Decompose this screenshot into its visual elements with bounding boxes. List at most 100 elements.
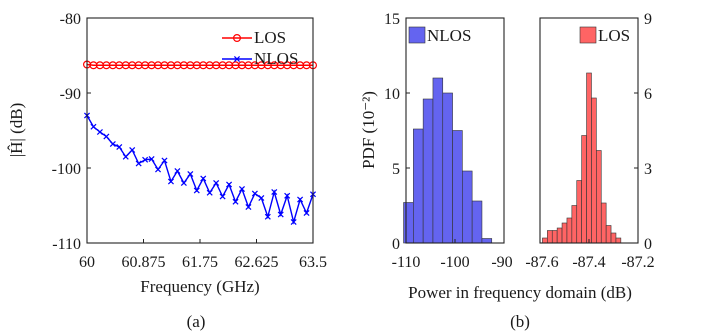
nlos-histogram-bar xyxy=(432,77,444,244)
panel-a-y-tick-label: -110 xyxy=(52,236,81,253)
panel-b-right-y-tick-label: 3 xyxy=(644,161,652,178)
nlos-point xyxy=(258,194,265,202)
nlos-histogram-bar xyxy=(471,200,483,244)
nlos-histogram-bar xyxy=(462,170,473,244)
los-histogram-bar xyxy=(547,230,553,244)
los-histogram-bar xyxy=(605,225,612,244)
panel-a-x-tick-label: 60 xyxy=(79,254,95,271)
panel-b-right-y-tick-label: 9 xyxy=(644,11,652,28)
panel-a-y-tick-label: -80 xyxy=(60,11,81,28)
panel-a-x-tick-label: 61.75 xyxy=(182,254,218,271)
los-histogram-bar xyxy=(561,222,568,244)
panel-a-x-tick-label: 60.875 xyxy=(122,254,166,271)
los-legend-label: LOS xyxy=(254,28,286,47)
panel-b-left-y-tick-label: 15 xyxy=(384,11,400,28)
panel-a-x-tick-label: 62.625 xyxy=(235,254,279,271)
nlos-point xyxy=(245,203,252,211)
panel-a-ticks: 60 60.875 61.75 62.625 63.5 -80 -90 -100 -110 xyxy=(52,11,327,271)
nlos-histogram-bar xyxy=(422,98,434,244)
nlos-point xyxy=(142,156,149,163)
los-histogram-bar xyxy=(596,150,602,244)
panel-b-left-y-tick-label: 5 xyxy=(392,161,400,178)
nlos-point xyxy=(226,181,233,188)
nlos-point xyxy=(180,179,187,187)
panel-a-x-axis-label: Frequency (GHz) xyxy=(140,277,259,296)
panel-b-x-tick-label: -90 xyxy=(491,254,512,271)
nlos-point xyxy=(277,211,284,218)
nlos-point xyxy=(167,178,174,185)
nlos-point xyxy=(232,198,239,205)
panel-a-y-tick-label: -100 xyxy=(52,161,81,178)
nlos-point xyxy=(174,167,181,175)
los-histogram-bar xyxy=(542,237,548,244)
nlos-point xyxy=(251,190,258,197)
panel-a-y-tick-label: -90 xyxy=(60,86,81,103)
nlos-point xyxy=(90,123,97,130)
los-histogram-bar xyxy=(576,180,582,244)
nlos-point xyxy=(187,170,194,178)
los-histogram-bar xyxy=(600,202,607,244)
panel-b-left-y-tick-label: 10 xyxy=(384,86,400,103)
los-histogram-bar xyxy=(586,72,592,244)
los-histogram-bar xyxy=(571,205,578,244)
panel-a: 60 60.875 61.75 62.625 63.5 -80 -90 -100 -110 LO… xyxy=(7,11,327,331)
nlos-point xyxy=(193,187,200,194)
nlos-point xyxy=(103,133,110,140)
nlos-legend-marker xyxy=(233,55,241,63)
nlos-point xyxy=(206,189,213,196)
los-legend-marker xyxy=(233,33,242,42)
los-histogram-bar xyxy=(591,97,597,244)
nlos-point xyxy=(109,140,116,148)
nlos-legend-label: NLOS xyxy=(254,49,298,68)
nlos-point xyxy=(290,218,297,226)
los-legend-label: LOS xyxy=(598,26,630,45)
los-histogram-bar xyxy=(566,217,573,244)
nlos-point xyxy=(148,155,155,163)
panel-b-x-tick-label: -87.6 xyxy=(525,254,558,271)
nlos-point xyxy=(116,143,123,151)
nlos-histogram xyxy=(403,77,493,244)
nlos-point xyxy=(122,153,129,160)
nlos-legend-label: NLOS xyxy=(427,26,471,45)
panel-a-plot-frame xyxy=(86,17,314,244)
nlos-histogram-bar xyxy=(481,238,493,244)
nlos-line xyxy=(86,115,314,225)
panel-b-right-y-tick-label: 0 xyxy=(644,236,652,253)
los-histogram-bar xyxy=(556,227,563,244)
panel-b-caption: (b) xyxy=(510,312,530,331)
los-histogram-bar xyxy=(610,232,617,244)
panel-b-x-tick-label: -87.4 xyxy=(572,254,605,271)
nlos-point xyxy=(200,175,207,182)
nlos-histogram-bar xyxy=(403,202,414,244)
panel-b-x-tick-label: -87.2 xyxy=(621,254,654,271)
los-histogram xyxy=(542,72,622,244)
nlos-histogram-bar xyxy=(413,128,424,244)
nlos-point xyxy=(155,166,162,173)
panel-b-x-tick-label: -100 xyxy=(440,254,469,271)
panel-b-x-tick-label: -110 xyxy=(392,254,421,271)
panel-b-legend: NLOS LOS xyxy=(408,26,630,45)
nlos-series xyxy=(83,112,317,226)
los-histogram-bar xyxy=(615,237,622,244)
panel-a-y-axis-label: |Ĥ| (dB) xyxy=(7,103,26,158)
nlos-point xyxy=(297,196,304,203)
panel-b-left-y-tick-label: 0 xyxy=(392,236,400,253)
panel-b-x-axis-label: Power in frequency domain (dB) xyxy=(408,283,632,302)
panel-b-right-y-tick-label: 6 xyxy=(644,86,652,103)
los-histogram-bar xyxy=(581,135,587,244)
panel-a-x-tick-label: 63.5 xyxy=(299,254,327,271)
nlos-histogram-bar xyxy=(452,130,463,244)
nlos-point xyxy=(271,188,278,196)
nlos-point xyxy=(213,179,220,187)
los-legend-swatch xyxy=(579,26,597,44)
nlos-point xyxy=(303,209,310,217)
los-series xyxy=(82,60,318,70)
nlos-histogram-bar xyxy=(442,92,453,244)
panel-a-caption: (a) xyxy=(187,312,206,331)
nlos-point xyxy=(161,157,168,164)
nlos-point xyxy=(135,160,142,167)
nlos-point xyxy=(238,185,245,193)
